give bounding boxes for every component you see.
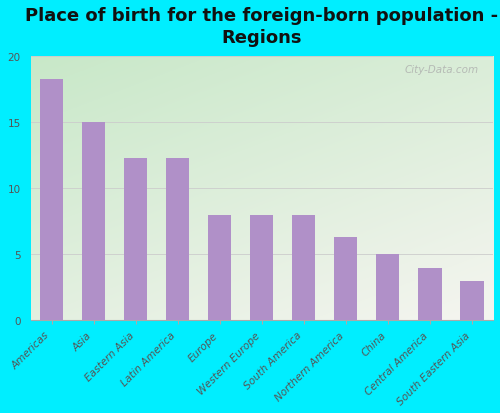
Bar	[334, 237, 357, 321]
Bar	[376, 255, 400, 321]
Bar	[40, 79, 63, 321]
Bar	[82, 123, 105, 321]
Bar	[208, 215, 232, 321]
Bar	[460, 281, 483, 321]
Text: City-Data.com: City-Data.com	[405, 65, 479, 75]
Bar	[124, 159, 147, 321]
Title: Place of birth for the foreign-born population -
Regions: Place of birth for the foreign-born popu…	[25, 7, 498, 47]
Bar	[166, 159, 190, 321]
Bar	[418, 268, 442, 321]
Bar	[292, 215, 316, 321]
Bar	[250, 215, 274, 321]
